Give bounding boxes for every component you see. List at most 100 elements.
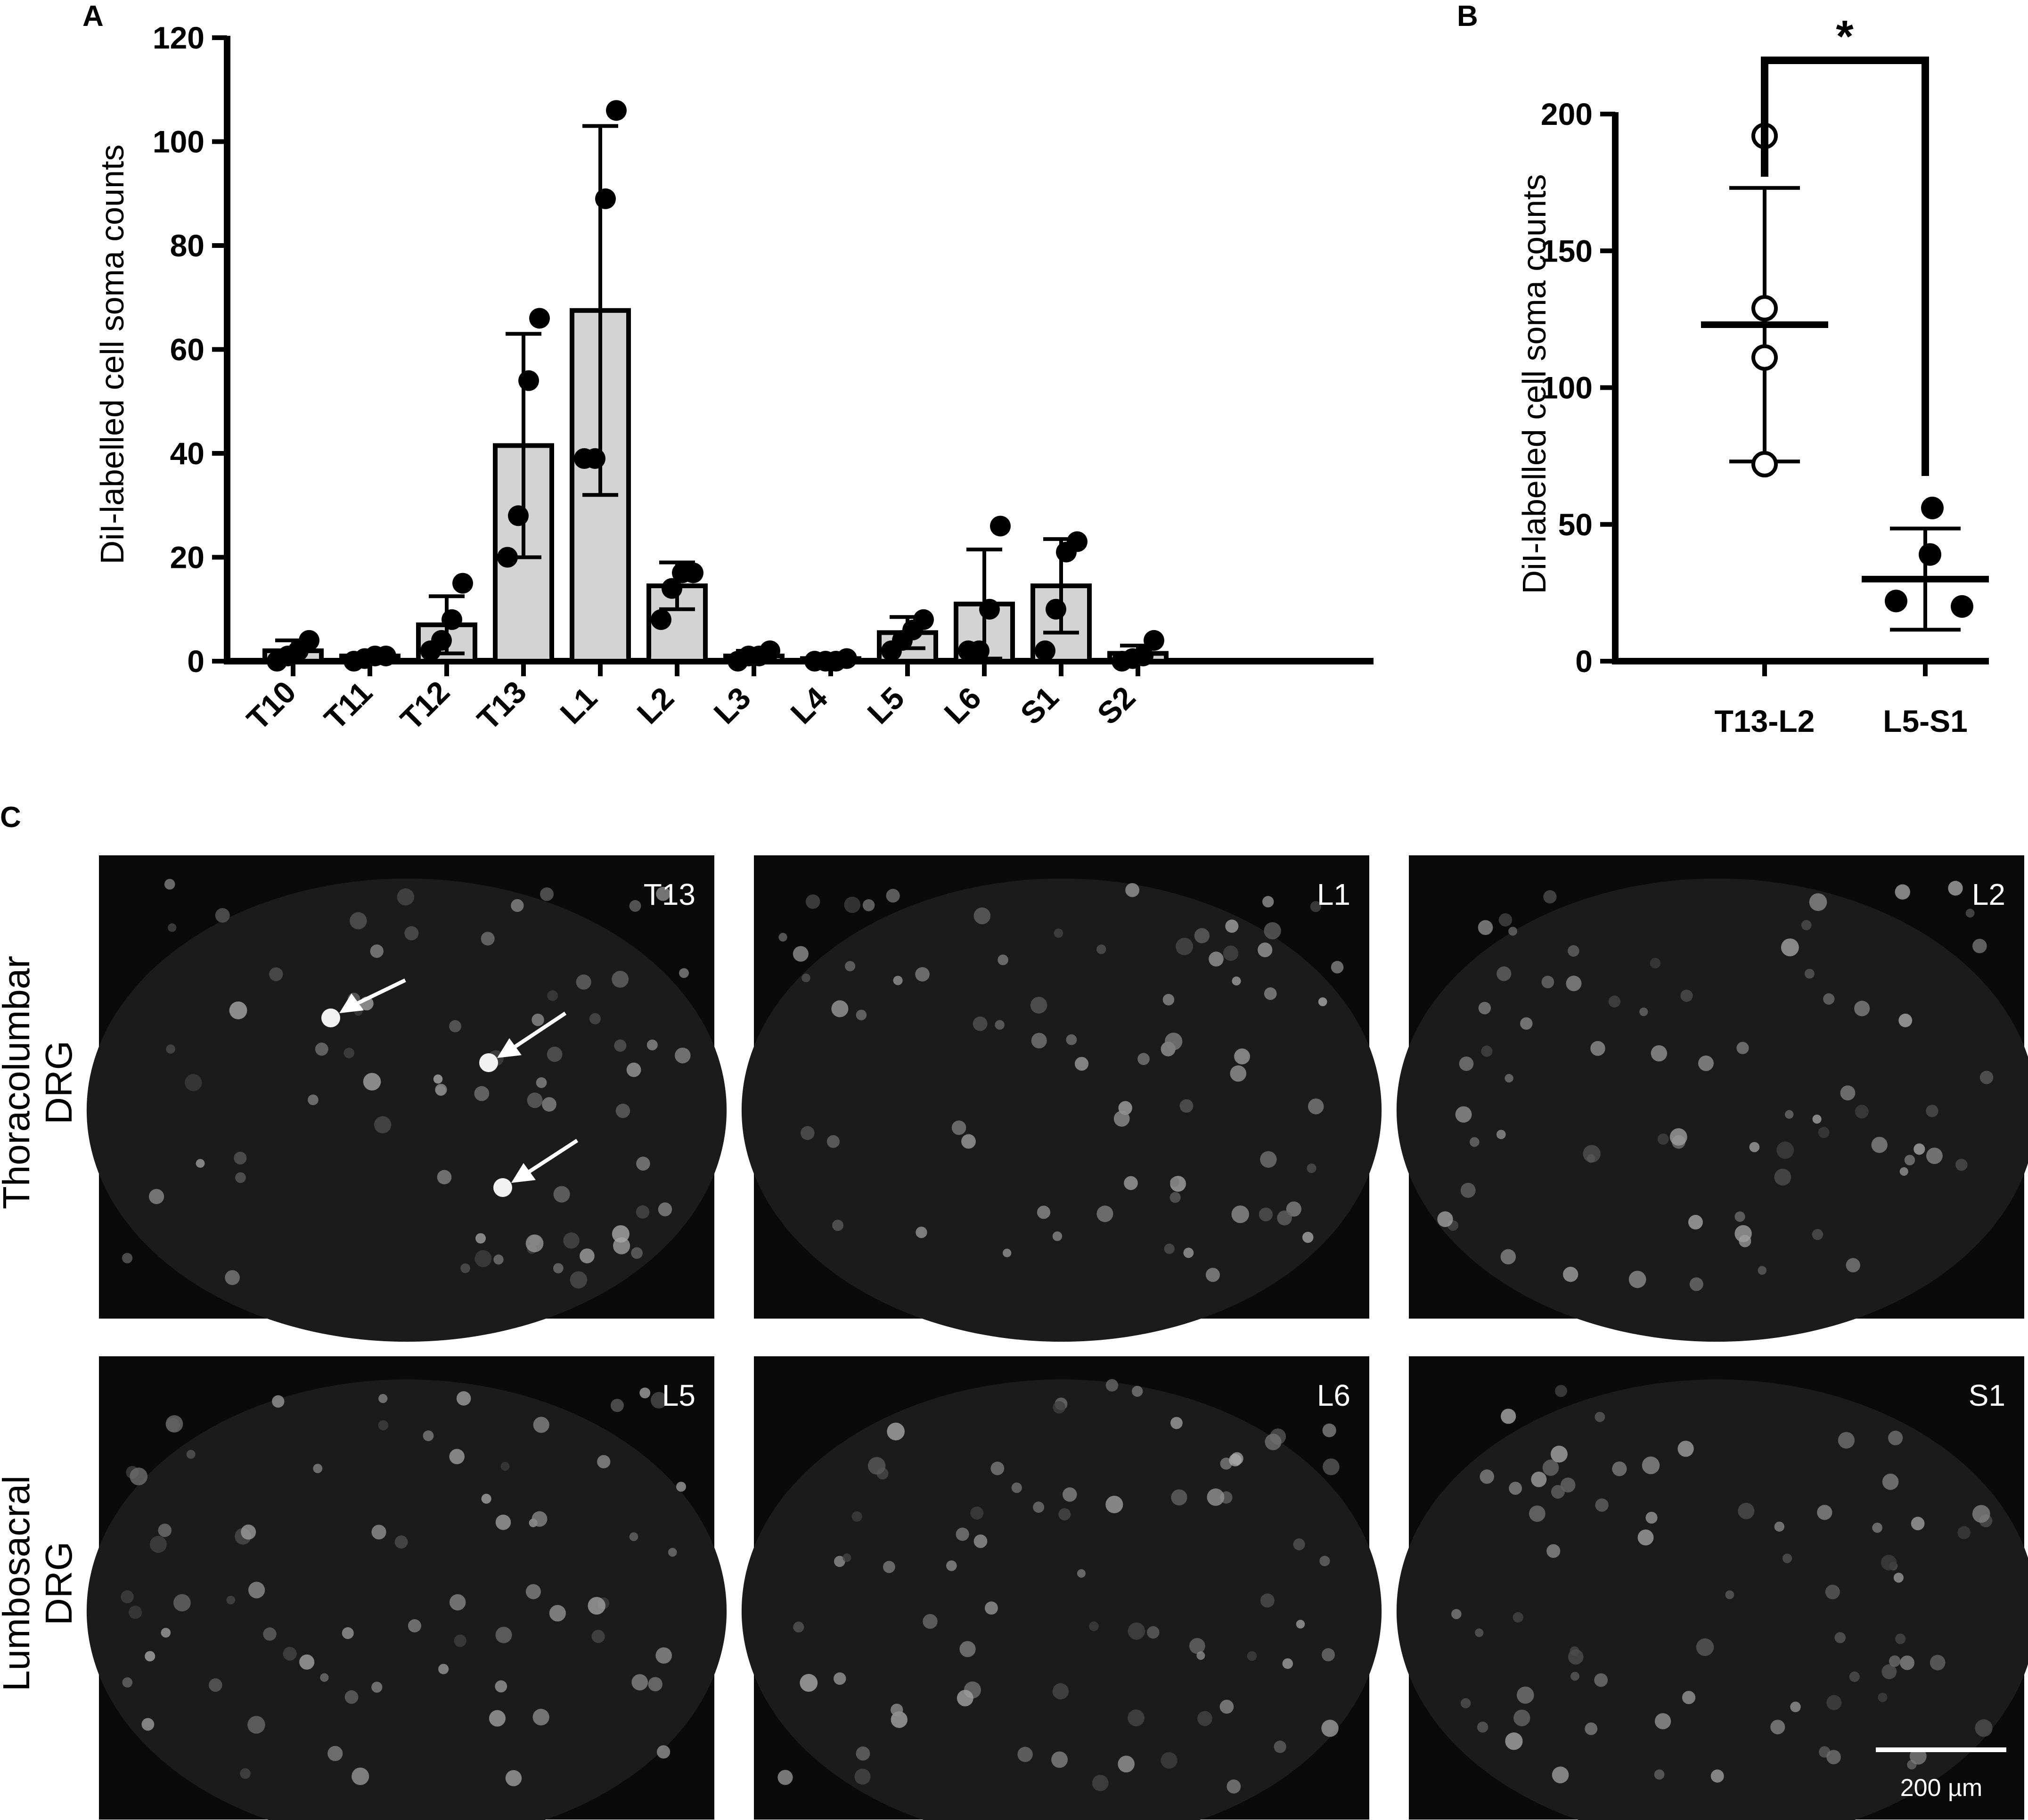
labelled-cell: [1031, 1033, 1047, 1049]
labelled-cell: [1804, 968, 1815, 979]
panel-a-y-tick-label: 120: [153, 20, 204, 55]
labelled-cell: [1469, 1137, 1480, 1147]
labelled-cell: [1058, 1508, 1071, 1521]
labelled-cell: [1508, 926, 1518, 936]
labelled-cell: [1053, 1401, 1065, 1414]
labelled-cell: [435, 1083, 447, 1096]
labelled-cell: [1128, 1622, 1145, 1640]
labelled-cell: [1113, 1111, 1130, 1127]
panel-b-category-label: T13-L2: [1715, 704, 1815, 738]
labelled-cell: [973, 1534, 988, 1548]
labelled-cell: [1052, 1231, 1063, 1241]
labelled-cell: [614, 1039, 627, 1052]
micrograph-t13: T13: [86, 855, 727, 1342]
labelled-cell: [208, 1678, 222, 1692]
panel-a-bar-chart: A DiI-labelled cell soma counts 0 20 40 60 8…: [82, 0, 1374, 737]
labelled-cell: [1321, 1720, 1339, 1737]
labelled-cell: [867, 1457, 886, 1475]
labelled-cell: [1612, 1461, 1627, 1476]
data-point: [760, 640, 780, 661]
labelled-cell: [589, 1013, 601, 1025]
labelled-cell: [1888, 1430, 1903, 1445]
labelled-cell: [1570, 1672, 1579, 1681]
labelled-cell: [173, 1594, 191, 1612]
micrograph-label: L6: [1317, 1378, 1350, 1412]
labelled-cell: [378, 1394, 388, 1403]
labelled-cell: [378, 1420, 389, 1431]
labelled-cell: [1541, 976, 1554, 989]
labelled-cell: [527, 1092, 543, 1108]
labelled-cell: [370, 944, 384, 958]
labelled-cell: [269, 967, 283, 981]
labelled-cell: [247, 1716, 265, 1734]
data-point: [836, 648, 857, 669]
labelled-cell: [226, 1596, 236, 1605]
labelled-cell: [956, 1527, 969, 1541]
labelled-cell: [474, 1250, 492, 1267]
labelled-cell: [438, 1664, 449, 1674]
data-point: [979, 598, 1000, 620]
panel-b-marks: [1701, 123, 1989, 632]
labelled-cell: [308, 1094, 319, 1106]
labelled-cell: [1782, 1553, 1792, 1563]
labelled-cell: [923, 1614, 938, 1629]
labelled-cell: [158, 1524, 172, 1537]
labelled-cell: [121, 1590, 134, 1604]
labelled-cell: [1872, 1523, 1882, 1533]
labelled-cell: [1282, 1658, 1293, 1669]
labelled-cell: [1696, 1638, 1714, 1656]
micrograph-label: L1: [1317, 877, 1350, 911]
labelled-cell: [1219, 1699, 1234, 1714]
labelled-cell: [532, 1013, 544, 1026]
panel-a-category-label: L4: [784, 680, 834, 730]
labelled-cell: [995, 1020, 1005, 1030]
labelled-cell: [1826, 1750, 1841, 1764]
row-label-thoracolumbar-drg: DRG: [38, 1041, 80, 1124]
labelled-cell: [832, 1220, 844, 1231]
row-label-thoracolumbar: Thoracolumbar: [0, 956, 37, 1209]
labelled-cell: [525, 1584, 541, 1599]
labelled-cell: [1147, 1626, 1160, 1639]
labelled-cell: [449, 1020, 461, 1033]
data-point: [299, 630, 319, 651]
labelled-cell: [1077, 1569, 1086, 1578]
labelled-cell: [1322, 1648, 1335, 1662]
panel-a-category-label: S1: [1014, 680, 1065, 731]
labelled-cell: [1162, 994, 1175, 1006]
labelled-cell: [1286, 1201, 1301, 1217]
labelled-cell: [626, 1062, 641, 1077]
labelled-cell: [961, 1134, 976, 1149]
labelled-cell: [597, 1455, 611, 1468]
panel-letter-b: B: [1457, 0, 1478, 33]
labelled-cell: [1247, 1651, 1257, 1661]
labelled-cell: [1169, 1192, 1181, 1203]
labelled-cell: [1475, 1628, 1484, 1637]
labelled-cell: [549, 1605, 566, 1622]
labelled-cell: [1234, 1048, 1250, 1065]
row-labels: Thoracolumbar DRG Lumbosacral DRG: [0, 956, 80, 1691]
labelled-cell: [352, 1767, 369, 1785]
labelled-cell: [793, 1622, 804, 1633]
data-point: [1751, 295, 1778, 322]
labelled-cell: [887, 1422, 905, 1441]
arrow-head: [339, 993, 364, 1013]
labelled-cell: [1170, 1417, 1183, 1429]
data-point: [1144, 630, 1164, 651]
labelled-cell: [1654, 1769, 1665, 1780]
labelled-cell: [946, 1560, 957, 1571]
panel-b-scatter-chart: B DiI-labelled cell soma counts 0 50 100 15…: [1457, 0, 1989, 738]
labelled-cell: [343, 1048, 355, 1058]
data-point: [969, 640, 989, 661]
labelled-cell: [1496, 1130, 1506, 1140]
labelled-cell: [1165, 1033, 1183, 1050]
labelled-cell: [1785, 1110, 1794, 1119]
panel-b-y-tick-label: 100: [1541, 370, 1593, 405]
labelled-cell: [845, 961, 856, 972]
labelled-cell: [371, 1681, 383, 1693]
labelled-cell: [1209, 951, 1224, 967]
labelled-cell: [1965, 909, 1975, 918]
labelled-cell: [951, 1120, 966, 1135]
labelled-cell: [1225, 919, 1239, 933]
labelled-cell: [1460, 1698, 1471, 1709]
